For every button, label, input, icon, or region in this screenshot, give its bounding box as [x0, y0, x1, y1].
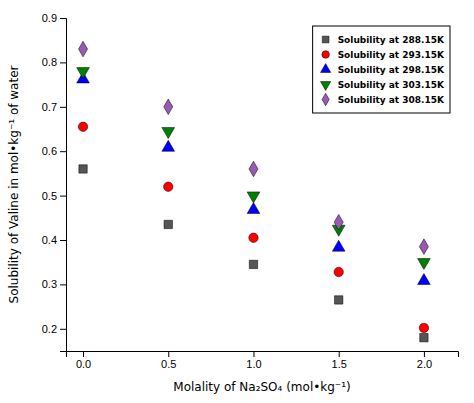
point	[249, 233, 258, 242]
tick: 0.6	[42, 145, 66, 157]
legend-swatch	[322, 93, 329, 105]
tick-mark	[60, 329, 66, 330]
y-axis: 0.2 0.3 0.4 0.5 0.6 0.7 0.8 0.9	[42, 12, 67, 351]
legend-item: Solubility at 293.15K	[322, 50, 445, 60]
legend-item: Solubility at 303.15K	[321, 80, 445, 91]
x-axis: 0.0 0.5 1.0 1.5 2.0	[67, 351, 459, 370]
tick-mark	[168, 351, 169, 357]
point	[164, 182, 173, 191]
point	[162, 140, 175, 151]
point	[249, 260, 257, 268]
series	[78, 122, 428, 333]
legend-swatch	[322, 51, 330, 59]
tick-mark	[60, 18, 66, 19]
legend-swatch	[321, 64, 331, 73]
point	[78, 122, 87, 131]
legend-swatch	[322, 36, 329, 43]
tick: 0.3	[42, 278, 66, 290]
point	[334, 267, 343, 276]
tick-label: 2.0	[417, 358, 432, 370]
tick-label: 0.0	[76, 358, 91, 370]
chart: 0.0 0.5 1.0 1.5 2.0 0.2 0.3 0.4 0.5 0.6 0.7 0.8 0.9 M…	[0, 0, 474, 403]
point	[419, 239, 428, 255]
legend-swatch	[321, 82, 331, 91]
legend: Solubility at 288.15K Solubility at 293.1…	[313, 26, 450, 113]
tick-mark	[60, 240, 66, 241]
y-axis-title: Solubility of Valine in mol•kg⁻¹ of wate…	[7, 65, 21, 303]
point	[164, 220, 172, 228]
tick-label: 0.5	[42, 190, 57, 202]
legend-item: Solubility at 298.15K	[321, 64, 445, 75]
x-axis-line	[67, 352, 459, 358]
tick-label: 0.3	[42, 278, 57, 290]
tick: 0.5	[42, 190, 66, 202]
point	[334, 214, 343, 230]
tick-mark	[60, 151, 66, 152]
legend-label: Solubility at 293.15K	[338, 50, 445, 60]
tick-label: 0.5	[161, 358, 176, 370]
tick: 0.0	[76, 351, 91, 370]
tick-mark	[424, 351, 425, 357]
tick: 1.0	[246, 351, 261, 370]
legend-label: Solubility at 288.15K	[338, 35, 445, 45]
tick-mark	[60, 107, 66, 108]
point	[247, 192, 260, 203]
tick-label: 0.6	[42, 145, 57, 157]
tick: 0.9	[42, 12, 66, 24]
tick: 0.5	[161, 351, 176, 370]
tick-label: 0.2	[42, 323, 57, 335]
legend-label: Solubility at 303.15K	[338, 80, 445, 90]
tick-label: 1.5	[332, 358, 347, 370]
tick-label: 0.7	[42, 101, 57, 113]
tick-mark	[60, 284, 66, 285]
plot: 0.0 0.5 1.0 1.5 2.0 0.2 0.3 0.4 0.5 0.6 0.7 0.8 0.9 M…	[7, 12, 459, 394]
point	[249, 161, 258, 177]
point	[332, 240, 345, 251]
point	[419, 323, 428, 332]
point	[247, 202, 260, 213]
tick-mark	[83, 351, 84, 357]
point	[79, 41, 88, 57]
tick: 0.7	[42, 101, 66, 113]
series	[79, 165, 428, 342]
tick-mark	[60, 196, 66, 197]
legend-frame	[313, 26, 450, 113]
tick: 1.5	[332, 351, 347, 370]
point	[79, 165, 87, 173]
tick-label: 1.0	[246, 358, 261, 370]
tick-mark	[339, 351, 340, 357]
legend-item: Solubility at 308.15K	[322, 93, 445, 105]
x-axis-title: Molality of Na₂SO₄ (mol•kg⁻¹)	[173, 380, 350, 394]
point	[420, 333, 428, 341]
tick-label: 0.4	[42, 234, 57, 246]
point	[335, 296, 343, 304]
tick-label: 0.9	[42, 12, 57, 24]
y-axis-line	[60, 19, 67, 352]
tick-mark	[60, 62, 66, 63]
tick: 2.0	[417, 351, 432, 370]
tick: 0.8	[42, 56, 66, 68]
tick-mark	[253, 351, 254, 357]
point	[162, 128, 175, 139]
point	[164, 99, 173, 115]
point	[418, 259, 431, 270]
legend-label: Solubility at 308.15K	[338, 95, 445, 105]
tick: 0.2	[42, 323, 66, 335]
legend-label: Solubility at 298.15K	[338, 65, 445, 75]
tick: 0.4	[42, 234, 66, 246]
point	[77, 68, 90, 79]
tick-label: 0.8	[42, 56, 57, 68]
point	[418, 274, 431, 285]
legend-item: Solubility at 288.15K	[322, 35, 445, 45]
